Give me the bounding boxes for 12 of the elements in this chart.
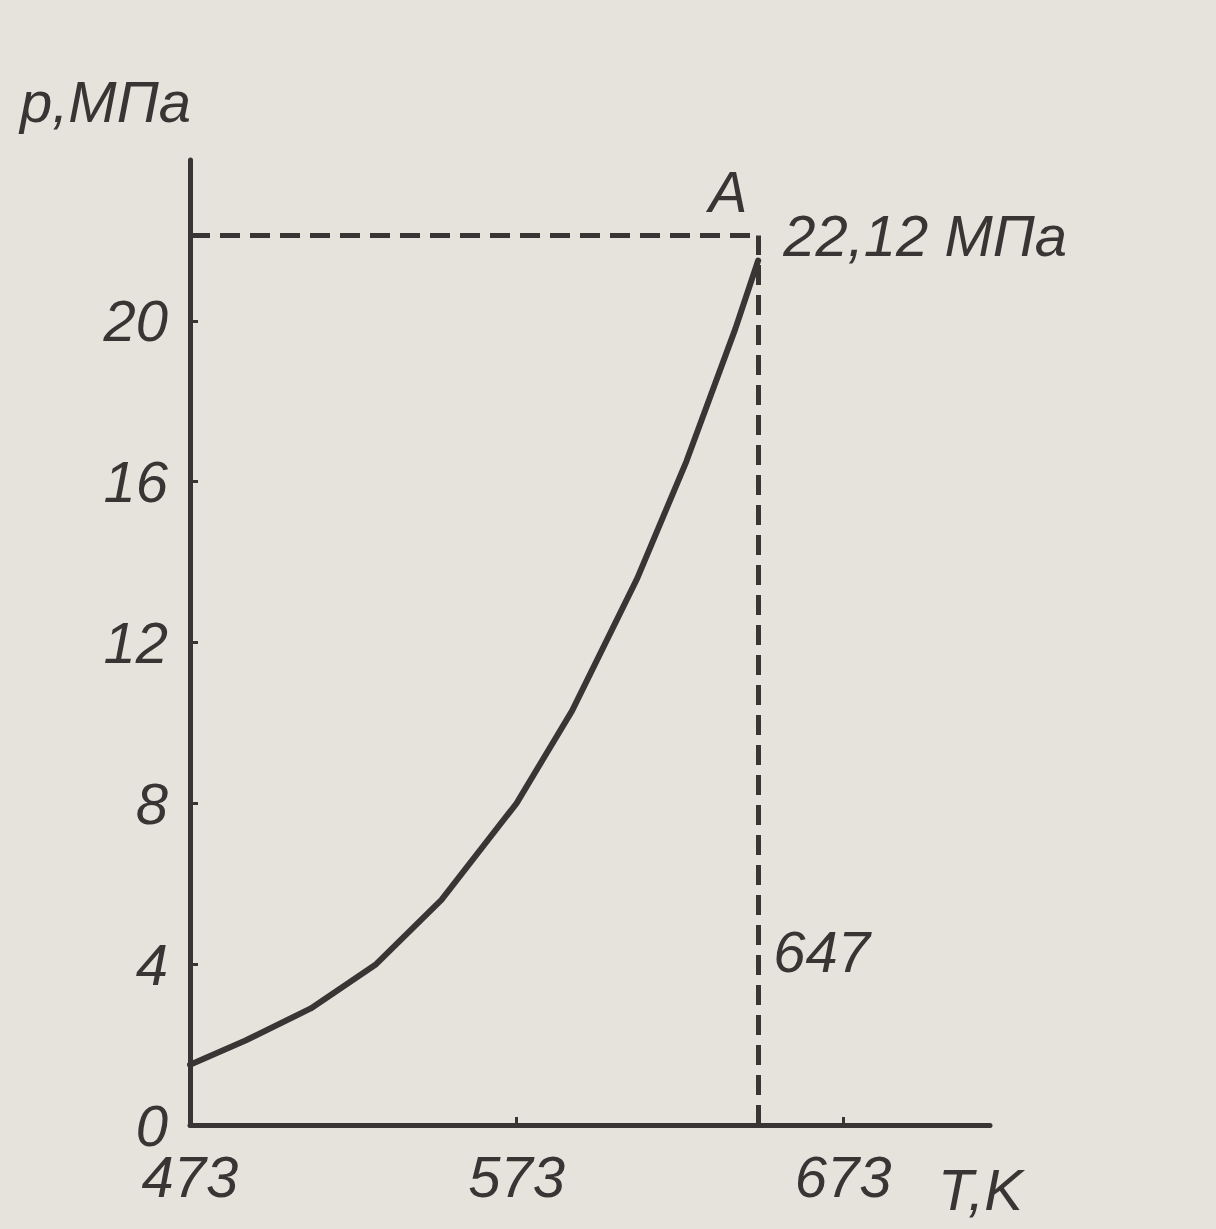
ref-line-label: 647 — [773, 918, 873, 984]
x-tick-label: 573 — [468, 1143, 565, 1209]
y-tick-label: 12 — [103, 610, 168, 675]
y-tick-label: 20 — [102, 288, 168, 354]
x-tick-label: 673 — [794, 1143, 892, 1209]
annotation: A — [705, 159, 748, 225]
x-axis-title: T,K — [938, 1156, 1026, 1222]
y-axis-title: p,МПа — [18, 68, 191, 134]
y-tick-label: 4 — [135, 931, 168, 997]
y-tick-label: 8 — [135, 770, 168, 836]
ref-line-label: 22,12 МПа — [782, 203, 1068, 269]
y-tick-label: 16 — [103, 449, 169, 515]
